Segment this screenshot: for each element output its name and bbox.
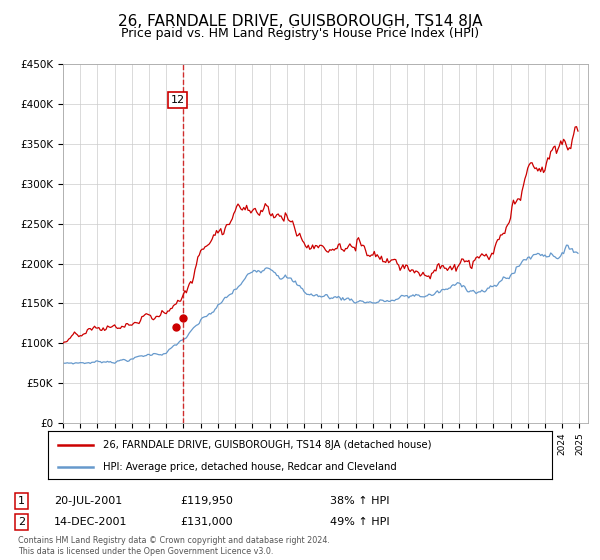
Text: 38% ↑ HPI: 38% ↑ HPI <box>330 496 389 506</box>
Text: 2: 2 <box>18 517 25 527</box>
Text: £119,950: £119,950 <box>180 496 233 506</box>
Text: 1: 1 <box>18 496 25 506</box>
Text: 49% ↑ HPI: 49% ↑ HPI <box>330 517 389 527</box>
Text: Contains HM Land Registry data © Crown copyright and database right 2024.
This d: Contains HM Land Registry data © Crown c… <box>18 536 330 556</box>
Text: 26, FARNDALE DRIVE, GUISBOROUGH, TS14 8JA (detached house): 26, FARNDALE DRIVE, GUISBOROUGH, TS14 8J… <box>103 440 432 450</box>
Text: £131,000: £131,000 <box>180 517 233 527</box>
Text: 14-DEC-2001: 14-DEC-2001 <box>54 517 128 527</box>
Text: 12: 12 <box>170 95 185 105</box>
Text: HPI: Average price, detached house, Redcar and Cleveland: HPI: Average price, detached house, Redc… <box>103 462 397 472</box>
Text: 26, FARNDALE DRIVE, GUISBOROUGH, TS14 8JA: 26, FARNDALE DRIVE, GUISBOROUGH, TS14 8J… <box>118 14 482 29</box>
Text: Price paid vs. HM Land Registry's House Price Index (HPI): Price paid vs. HM Land Registry's House … <box>121 27 479 40</box>
Text: 20-JUL-2001: 20-JUL-2001 <box>54 496 122 506</box>
